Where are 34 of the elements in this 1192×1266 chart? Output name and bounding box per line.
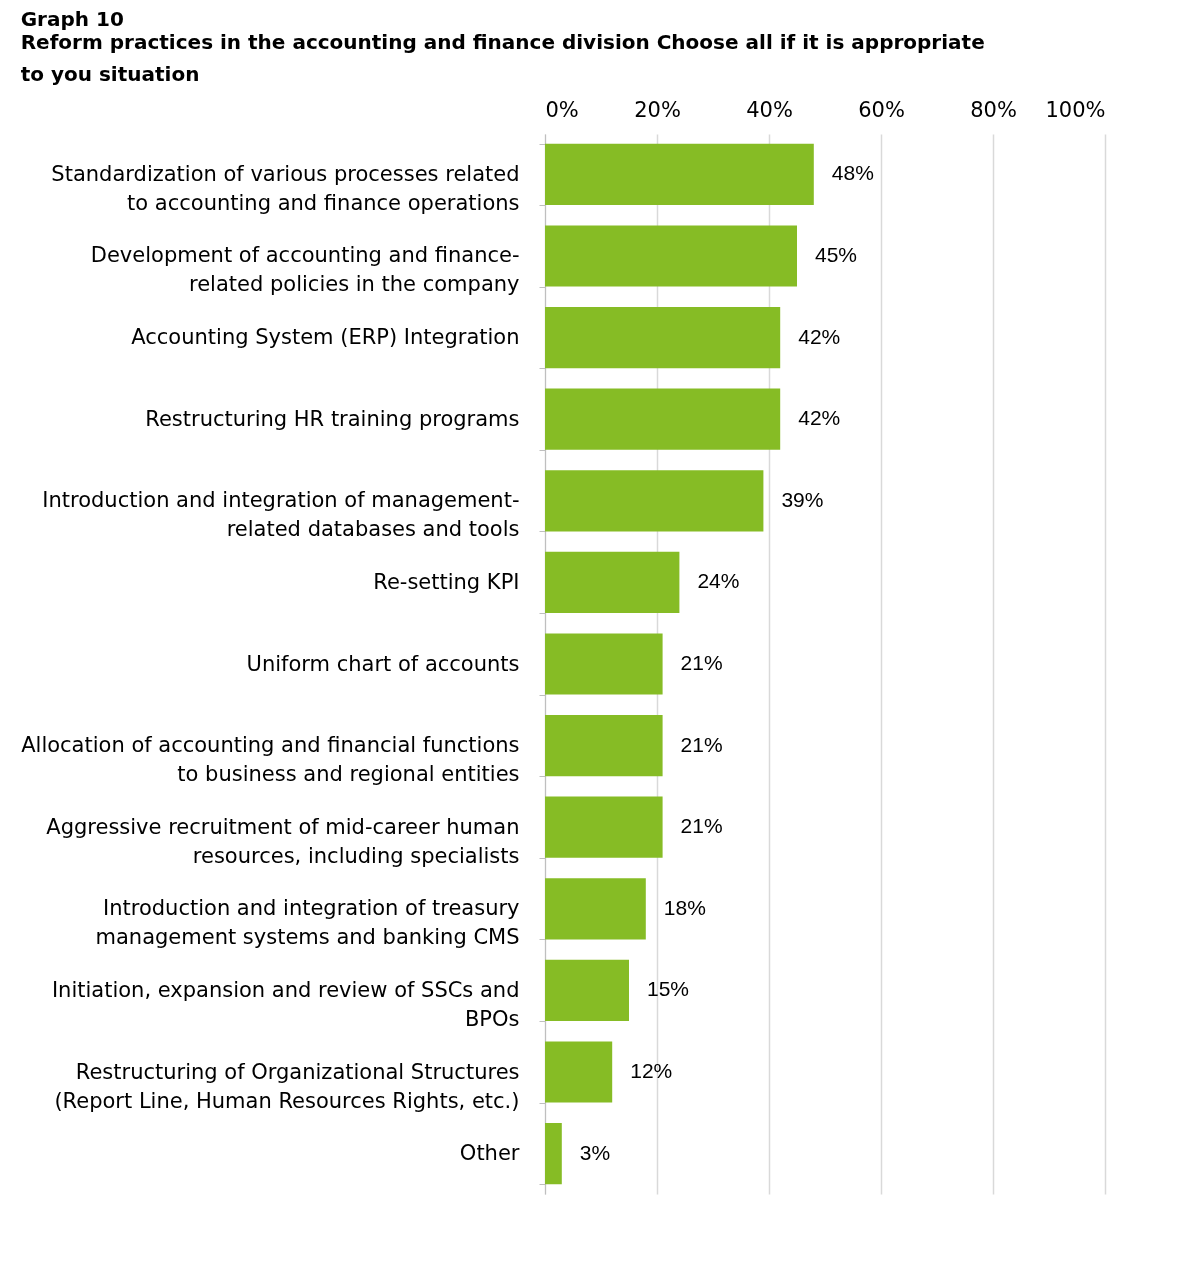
data-label: 48% — [831, 161, 874, 185]
data-label: 42% — [798, 324, 841, 348]
x-tick-label: 40% — [746, 97, 793, 122]
data-label: 24% — [697, 569, 740, 593]
y-tick-label: Restructuring of Organizational Structures (Report Line, Human Resources Rights, etc.) — [54, 1059, 520, 1113]
data-label: 15% — [647, 977, 690, 1001]
y-tick-label: Initiation, expansion and review of SSCs and BPOs — [51, 977, 520, 1031]
y-tick-label: Restructuring HR training programs — [145, 406, 520, 431]
y-tick-label: Introduction and integration of treasury management systems and banking CMS — [95, 896, 520, 950]
data-label: 45% — [815, 242, 858, 266]
x-tick-label: 0% — [545, 97, 579, 122]
x-tick-label: 60% — [858, 97, 905, 122]
data-label: 21% — [680, 732, 723, 756]
y-tick-label: Aggressive recruitment of mid-career human resources, including specialists — [46, 814, 520, 868]
x-tick-label: 100% — [1045, 97, 1106, 122]
x-tick-label: 20% — [634, 97, 681, 122]
y-tick-label: Re-setting KPI — [373, 569, 520, 594]
data-label: 18% — [663, 895, 706, 919]
text: Graph 10 — [20, 7, 124, 31]
y-tick-label: Allocation of accounting and financial functions to business and regional entities — [21, 733, 520, 787]
x-tick-label: 80% — [970, 97, 1017, 122]
y-tick-label: Other — [459, 1141, 520, 1166]
y-tick-label: Introduction and integration of management- related databases and tools — [42, 488, 520, 542]
data-label: 12% — [630, 1059, 673, 1083]
data-label: 21% — [680, 814, 723, 838]
data-label: 42% — [798, 406, 841, 430]
chart-subtitle: Reform practices in the accounting and finance division Choose all if it is appropriate to you situation — [20, 30, 985, 86]
data-label: 21% — [680, 651, 723, 674]
y-tick-label: Development of accounting and finance- related policies in the company — [90, 243, 520, 297]
y-tick-label: Uniform chart of accounts — [246, 651, 520, 676]
y-tick-label: Standardization of various processes related to accounting and finance operations — [51, 161, 520, 215]
data-label: 3% — [579, 1140, 611, 1164]
data-label: 39% — [781, 487, 824, 511]
y-tick-label: Accounting System (ERP) Integration — [131, 325, 520, 350]
